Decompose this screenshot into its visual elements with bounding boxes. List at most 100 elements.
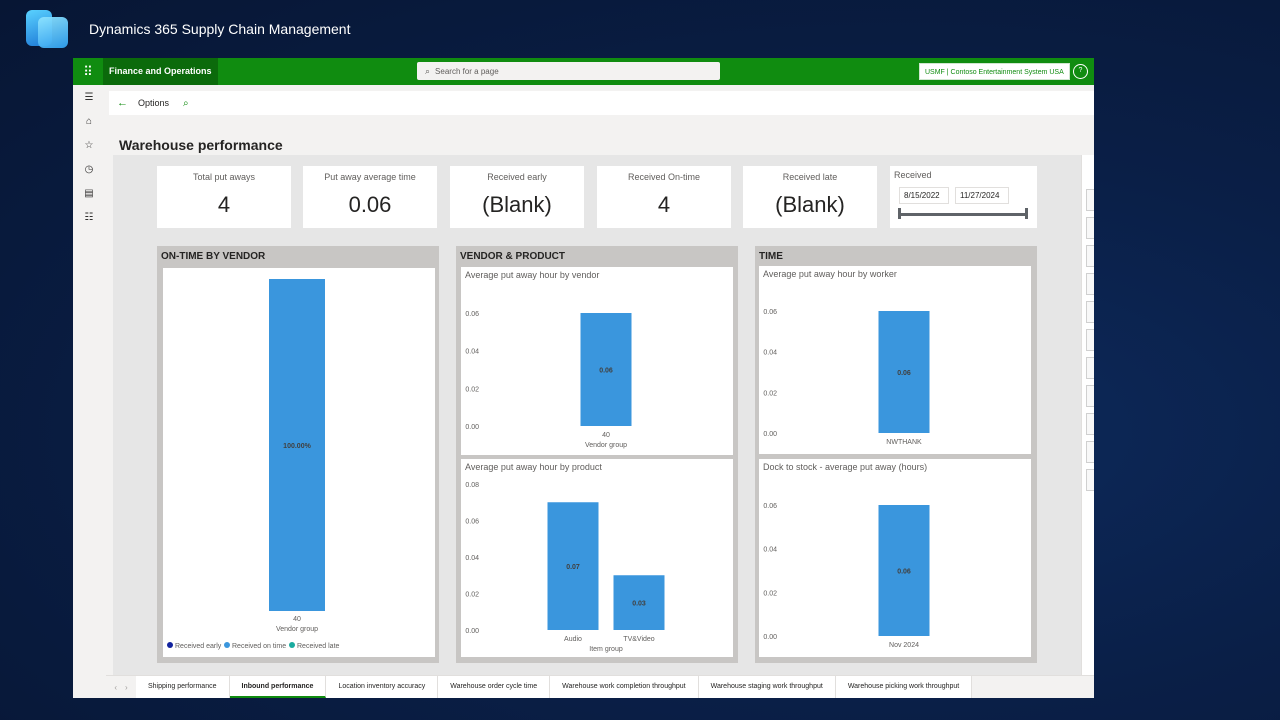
slicer-label: Received — [894, 170, 932, 180]
tab-warehouse-picking-work-throughput[interactable]: Warehouse picking work throughput — [835, 676, 973, 698]
company-picker[interactable]: USMF | Contoso Entertainment System USA — [919, 63, 1070, 80]
help-icon[interactable]: ? — [1073, 64, 1088, 79]
home-icon[interactable]: ⌂ — [85, 116, 93, 127]
x-axis-label: Vendor group — [585, 442, 627, 449]
y-tick-label: 0.04 — [763, 547, 777, 554]
kpi-value: 4 — [217, 192, 231, 217]
app-launcher-icon[interactable]: ⠿ — [83, 63, 93, 79]
x-tick-label: 40 — [602, 432, 610, 439]
kpi-label: Received late — [782, 172, 838, 182]
section-title: TIME — [759, 251, 783, 262]
y-tick-label: 0.00 — [465, 628, 479, 635]
filter-card[interactable] — [1086, 469, 1094, 491]
slider-start-handle[interactable] — [898, 208, 901, 219]
filters-pane[interactable] — [1081, 155, 1094, 675]
legend-marker — [167, 642, 173, 648]
avg-put-away-by-product-chart[interactable]: Average put away hour by product 0.00 0.0… — [461, 459, 733, 657]
chevron-left-icon[interactable]: ‹ — [114, 682, 117, 692]
chart-title: Average put away hour by product — [465, 462, 602, 472]
options-button[interactable]: Options — [138, 98, 170, 108]
modules-list-icon[interactable]: ☷ — [84, 212, 94, 223]
search-input[interactable]: ⌕ Search for a page — [417, 62, 720, 80]
workspaces-icon[interactable]: ▤ — [84, 188, 94, 199]
kpi-label: Put away average time — [324, 172, 416, 182]
on-time-chart-svg: 100.00% 40 Vendor group Received early Recei… — [167, 279, 340, 650]
section-vendor-and-product: VENDOR & PRODUCT Average put away hour b… — [456, 246, 738, 663]
favorites-star-icon[interactable]: ☆ — [84, 140, 94, 151]
end-date-input[interactable]: 11/27/2024 — [955, 187, 1009, 204]
hamburger-menu-icon[interactable]: ☰ — [84, 92, 94, 103]
filter-card[interactable] — [1086, 273, 1094, 295]
find-search-icon[interactable]: ⌕ — [183, 97, 189, 109]
avg-put-away-by-vendor-chart[interactable]: Average put away hour by vendor 0.00 0.02… — [461, 267, 733, 455]
tab-shipping-performance[interactable]: Shipping performance — [136, 676, 230, 698]
tab-warehouse-order-cycle-time[interactable]: Warehouse order cycle time — [438, 676, 551, 698]
action-pane: ← Options ⌕ — [109, 91, 1094, 115]
bar — [878, 505, 930, 636]
chevron-right-icon[interactable]: › — [125, 682, 128, 692]
received-date-slicer[interactable]: Received 8/15/2022 11/27/2024 — [890, 166, 1037, 228]
tab-warehouse-work-completion-throughput[interactable]: Warehouse work completion throughput — [550, 676, 699, 698]
y-tick-label: 0.00 — [465, 424, 479, 431]
on-time-by-vendor-chart[interactable]: 100.00% 40 Vendor group Received early Recei… — [163, 268, 435, 657]
search-icon: ⌕ — [425, 65, 431, 76]
filter-card[interactable] — [1086, 301, 1094, 323]
slider-end-handle[interactable] — [1025, 208, 1028, 219]
kpi-card-put-away-average-time: Put away average time 0.06 — [303, 166, 437, 228]
data-label: 0.06 — [599, 368, 613, 375]
data-label: 0.06 — [897, 370, 911, 377]
back-arrow-icon[interactable]: ← — [117, 97, 128, 109]
y-tick-label: 0.04 — [465, 349, 479, 356]
dynamics-logo-icon — [24, 9, 70, 49]
tab-scroll-arrows[interactable]: ‹ › — [106, 676, 136, 698]
page-title: Warehouse performance — [119, 137, 283, 153]
kpi-label: Received On-time — [627, 172, 701, 182]
brand-header: Dynamics 365 Supply Chain Management — [24, 9, 350, 49]
filter-card[interactable] — [1086, 385, 1094, 407]
kpi-value: 0.06 — [348, 192, 392, 217]
filter-card[interactable] — [1086, 329, 1094, 351]
recent-clock-icon[interactable]: ◷ — [84, 164, 94, 175]
product-chart-svg: 0.00 0.02 0.04 0.06 0.08 0.07 Audio 0.03 TV&Vide… — [465, 482, 665, 653]
filter-card[interactable] — [1086, 357, 1094, 379]
brand-title: Dynamics 365 Supply Chain Management — [89, 21, 351, 37]
left-navigation: ☰ ⌂ ☆ ◷ ▤ ☷ — [73, 85, 104, 698]
data-label: 100.00% — [283, 443, 311, 450]
filter-card[interactable] — [1086, 245, 1094, 267]
y-tick-label: 0.04 — [465, 555, 479, 562]
filter-card[interactable] — [1086, 217, 1094, 239]
data-label: 0.06 — [897, 569, 911, 576]
app-name[interactable]: Finance and Operations — [103, 58, 218, 85]
y-tick-label: 0.02 — [763, 590, 777, 597]
bar — [269, 279, 325, 611]
date-range-slider[interactable] — [899, 213, 1027, 216]
tab-inbound-performance[interactable]: Inbound performance — [229, 676, 327, 698]
kpi-card-received-on-time: Received On-time 4 — [597, 166, 731, 228]
kpi-card-received-late: Received late (Blank) — [743, 166, 877, 228]
dock-to-stock-chart[interactable]: Dock to stock - average put away (hours)… — [759, 459, 1031, 657]
legend-label: Received early — [175, 643, 222, 650]
bar — [613, 575, 665, 630]
x-axis-label: Item group — [589, 646, 623, 653]
vendor-chart-svg: 0.00 0.02 0.04 0.06 0.06 40 Vendor group — [465, 311, 632, 449]
y-tick-label: 0.08 — [465, 482, 479, 489]
start-date-input[interactable]: 8/15/2022 — [899, 187, 949, 204]
chart-title: Average put away hour by vendor — [465, 270, 600, 280]
data-label: 0.03 — [632, 601, 646, 608]
filter-card[interactable] — [1086, 189, 1094, 211]
x-tick-label: Audio — [564, 636, 582, 643]
avg-put-away-by-worker-chart[interactable]: Average put away hour by worker 0.00 0.02… — [759, 266, 1031, 454]
worker-chart-svg: 0.00 0.02 0.04 0.06 0.06 NWTHANK — [763, 309, 930, 446]
kpi-card-received-early: Received early (Blank) — [450, 166, 584, 228]
y-tick-label: 0.00 — [763, 634, 777, 641]
data-label: 0.07 — [566, 564, 580, 571]
tab-location-inventory-accuracy[interactable]: Location inventory accuracy — [326, 676, 439, 698]
filter-card[interactable] — [1086, 413, 1094, 435]
section-title: ON-TIME BY VENDOR — [161, 251, 266, 262]
legend-label: Received on time — [232, 643, 286, 650]
filter-card[interactable] — [1086, 441, 1094, 463]
tab-warehouse-staging-work-throughput[interactable]: Warehouse staging work throughput — [698, 676, 836, 698]
y-tick-label: 0.06 — [763, 309, 777, 316]
bar — [547, 502, 599, 630]
section-time: TIME Average put away hour by worker 0.0… — [755, 246, 1037, 663]
